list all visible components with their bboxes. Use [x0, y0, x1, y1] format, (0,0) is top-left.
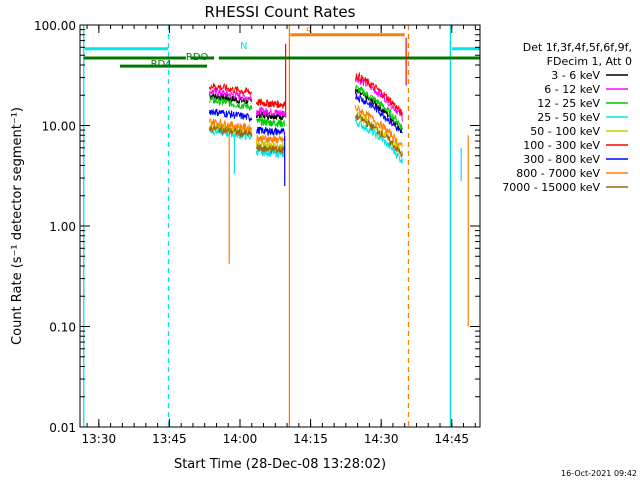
x-tick-label-5: 14:45: [434, 432, 469, 446]
series-trace: [208, 82, 253, 96]
plot-frame: [79, 24, 481, 428]
legend-header-0: Det 1f,3f,4f,5f,6f,9f,: [523, 41, 632, 54]
series-trace: [256, 144, 286, 155]
y-tick-label-3: 10.00: [42, 120, 76, 134]
series-trace: [354, 76, 403, 122]
series-trace: [354, 118, 403, 165]
footer-timestamp: 16-Oct-2021 09:42: [561, 469, 637, 478]
y-tick-label-0: 0.01: [49, 421, 76, 435]
legend-label-8: 7000 - 15000 keV: [502, 181, 600, 194]
y-tick-label-1: 0.10: [49, 321, 76, 335]
x-tick-label-4: 14:30: [364, 432, 399, 446]
series-trace: [256, 134, 286, 144]
series-trace: [256, 105, 286, 117]
annotation-3: RD4: [151, 59, 172, 70]
series-trace: [208, 108, 253, 123]
series-trace: [354, 93, 403, 134]
series-2: [208, 84, 403, 130]
legend-label-7: 800 - 7000 keV: [516, 167, 600, 180]
series-trace: [256, 126, 286, 137]
series-trace: [256, 109, 286, 121]
series-trace: [208, 124, 253, 138]
series-trace: [354, 84, 403, 130]
legend-label-6: 300 - 800 keV: [523, 153, 600, 166]
annotation-0: N: [240, 41, 247, 52]
legend-label-5: 100 - 300 keV: [523, 139, 600, 152]
legend-label-4: 50 - 100 keV: [530, 125, 600, 138]
series-trace: [208, 86, 253, 102]
x-tick-label-2: 14:00: [223, 432, 258, 446]
legend-label-0: 3 - 6 keV: [551, 69, 600, 82]
series-trace: [256, 116, 285, 128]
legend-label-3: 25 - 50 keV: [537, 111, 600, 124]
y-tick-label-2: 1.00: [49, 220, 76, 234]
series-7: [208, 104, 403, 148]
annotation-2: RDO: [186, 52, 209, 63]
series-trace: [208, 117, 253, 133]
series-trace: [355, 111, 403, 155]
y-tick-label-4: 100.00: [34, 19, 76, 33]
series-trace: [354, 71, 403, 117]
series-6: [208, 93, 403, 137]
series-trace: [256, 98, 286, 109]
legend-header-1: FDecim 1, Att 0: [547, 55, 632, 68]
series-trace: [208, 95, 253, 111]
x-tick-label-3: 14:15: [293, 432, 328, 446]
series-trace: [354, 104, 403, 148]
x-axis-label: Start Time (28-Dec-08 13:28:02): [174, 457, 386, 472]
x-tick-label-0: 13:30: [82, 432, 117, 446]
y-axis-label: Count Rate (s⁻¹ detector segment⁻¹): [10, 107, 25, 345]
series-8: [208, 113, 403, 158]
legend-label-2: 12 - 25 keV: [537, 97, 600, 110]
series-5: [208, 71, 403, 117]
chart-title: RHESSI Count Rates: [205, 3, 356, 21]
series-trace: [354, 113, 403, 158]
series-1: [208, 76, 403, 122]
legend-label-1: 6 - 12 keV: [544, 83, 600, 96]
annotation-1: S: [306, 27, 312, 38]
x-tick-label-1: 13:45: [152, 432, 187, 446]
